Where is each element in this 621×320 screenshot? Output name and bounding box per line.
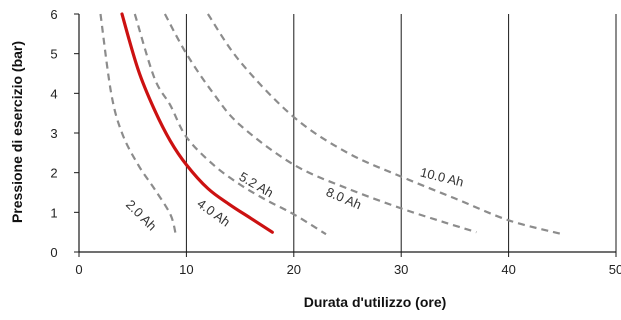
series-label-8-0-ah: 8.0 Ah	[324, 184, 364, 212]
x-tick-label-40: 40	[501, 262, 515, 277]
grid	[185, 14, 617, 252]
axes	[74, 13, 617, 257]
x-tick-label-50: 50	[609, 262, 621, 277]
y-tick-label-3: 3	[50, 126, 57, 141]
series-line-8-0-ah	[163, 13, 477, 234]
y-tick-label-6: 6	[50, 7, 57, 22]
series-label-2-0-ah: 2.0 Ah	[123, 197, 160, 234]
x-tick-label-10: 10	[179, 262, 193, 277]
y-tick-label-0: 0	[50, 245, 57, 260]
x-tick-labels: 0 10 20 30 40 50	[75, 262, 621, 277]
series-line-5-2-ah	[133, 13, 327, 236]
x-tick-label-20: 20	[287, 262, 301, 277]
y-axis-title: Pressione di esercizio (bar)	[9, 41, 25, 223]
y-tick-label-5: 5	[50, 47, 57, 62]
series-label-4-0-ah: 4.0 Ah	[194, 196, 233, 230]
y-tick-label-4: 4	[50, 86, 57, 101]
y-tick-labels: 0 1 2 3 4 5 6	[50, 7, 57, 260]
series-line-4-0-ah	[120, 12, 274, 234]
series-group	[99, 12, 563, 236]
y-tick-label-1: 1	[50, 205, 57, 220]
x-axis-title: Durata d'utilizzo (ore)	[304, 294, 447, 310]
x-tick-label-0: 0	[75, 262, 82, 277]
series-line-2-0-ah	[99, 13, 177, 235]
y-tick-label-2: 2	[50, 166, 57, 181]
series-label-5-2-ah: 5.2 Ah	[237, 169, 276, 200]
series-label-10-0-ah: 10.0 Ah	[419, 164, 465, 189]
series-line-10-0-ah	[206, 13, 563, 236]
x-tick-label-30: 30	[394, 262, 408, 277]
